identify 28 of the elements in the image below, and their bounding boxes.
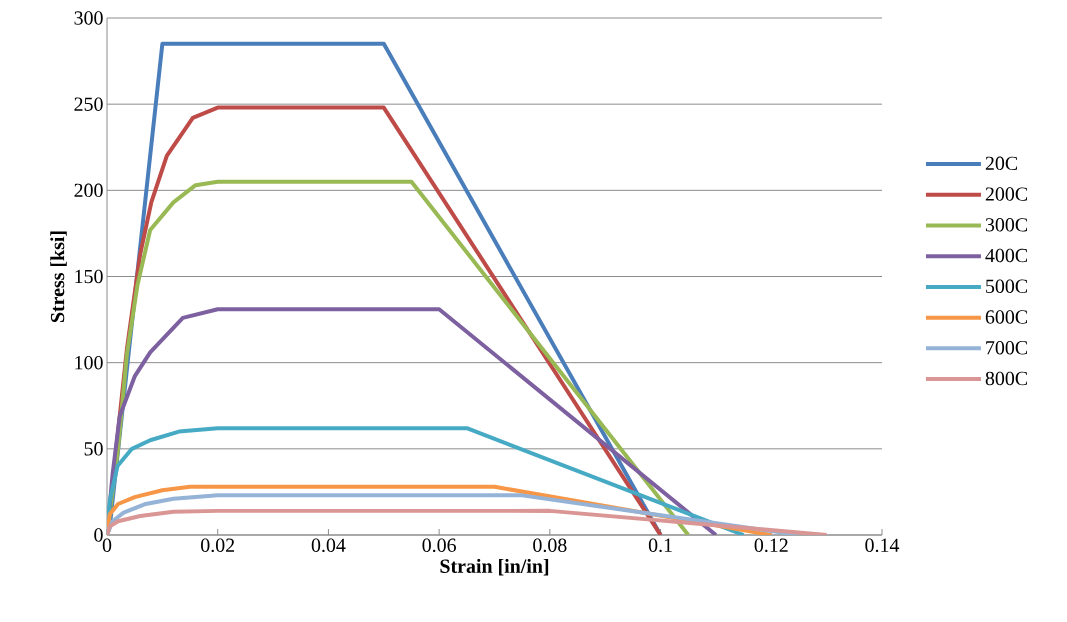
legend-label: 700C [986, 340, 1028, 355]
x-tick-label: 0.06 [422, 538, 456, 553]
legend-label: 200C [985, 187, 1028, 201]
legend-label: 20C [985, 156, 1018, 171]
legend-label: 300C [985, 218, 1028, 232]
legend-label: 600C [985, 310, 1028, 324]
x-tick-label: 0.14 [865, 538, 900, 553]
x-tick-label: 0 [102, 538, 112, 552]
y-tick-label: 150 [75, 269, 103, 284]
x-tick-label: 0.04 [311, 538, 346, 553]
y-tick-label: 300 [74, 11, 103, 25]
y-tick-label: 0 [94, 528, 103, 542]
y-tick-label: 50 [84, 442, 103, 456]
legend-label: 400C [985, 248, 1028, 263]
x-tick-label: 0.08 [533, 538, 567, 553]
legend-label: 500C [986, 279, 1028, 293]
y-axis-title: Stress [ksi] [50, 231, 67, 323]
line-series [107, 426, 746, 535]
x-tick-label: 0.12 [754, 538, 788, 553]
y-tick-label: 200 [74, 183, 103, 198]
x-tick-label: 0.02 [201, 538, 235, 553]
legend-label: 800C [985, 371, 1028, 386]
y-tick-label: 250 [74, 97, 103, 111]
line-series [107, 307, 718, 535]
x-axis-title: Strain [in/in] [440, 558, 549, 576]
x-tick-label: 0.1 [648, 538, 672, 553]
y-tick-label: 100 [75, 355, 103, 370]
line-series [107, 508, 829, 535]
